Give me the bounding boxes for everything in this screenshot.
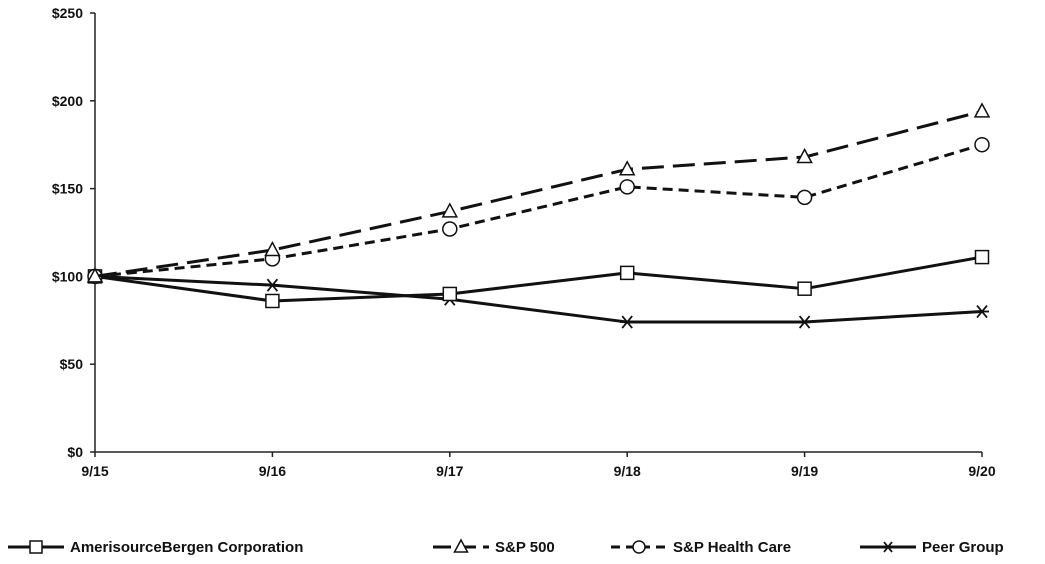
point-square: [442, 286, 458, 302]
y-tick-label: $100: [52, 268, 83, 284]
point-asterisk: [797, 315, 812, 329]
x-tick-label: 9/18: [614, 463, 641, 479]
point-asterisk-stroke: [266, 278, 279, 292]
legend-label: S&P Health Care: [673, 538, 792, 556]
point-asterisk: [975, 304, 989, 319]
y-tick-label: $250: [52, 5, 83, 21]
legend-swatch-asterisk-icon: [860, 541, 916, 553]
line-chart: $0 $50 $100 $150 $200 $250 9/15 9/16 9/17 9/18 9/1…: [52, 5, 996, 479]
point-square: [265, 293, 280, 309]
legend-item-sp-health-care: S&P Health Care: [609, 533, 791, 561]
legend-label: S&P 500: [495, 538, 555, 556]
legend-item-peer-group: Peer Group: [858, 533, 1004, 561]
point-asterisk: [620, 315, 635, 329]
point-square: [619, 265, 635, 281]
legend-label: Peer Group: [922, 538, 1004, 556]
plot-area: $0 $50 $100 $150 $200 $250 9/15 9/16 9/17 9/18 9/1…: [52, 5, 996, 479]
x-tick-label: 9/16: [259, 463, 286, 479]
series-line: [94, 143, 983, 278]
point-triangle: [264, 240, 281, 257]
y-tick-label: $200: [52, 93, 83, 109]
y-tick-label: $150: [52, 181, 83, 197]
x-tick-label: 9/15: [81, 463, 108, 479]
point-circle: [619, 179, 635, 195]
y-tick-label: $50: [60, 356, 84, 372]
series-line: [94, 109, 983, 278]
point-asterisk-stroke: [976, 304, 988, 319]
point-triangle: [973, 102, 991, 118]
x-tick-label: 9/20: [968, 463, 995, 479]
point-asterisk-stroke: [798, 315, 811, 329]
x-tick-label: 9/17: [436, 463, 463, 479]
point-triangle: [86, 267, 104, 283]
series-triangle: [86, 102, 991, 283]
x-tick-label: 9/19: [791, 463, 818, 479]
point-circle: [796, 189, 813, 206]
series-line: [94, 255, 983, 303]
legend-swatch-triangle-icon: [433, 538, 489, 553]
series-line: [94, 274, 983, 324]
series-circle: [87, 136, 990, 285]
legend-label: AmerisourceBergen Corporation: [70, 538, 304, 556]
point-circle: [974, 136, 990, 153]
point-square: [974, 249, 990, 265]
point-triangle: [441, 202, 459, 218]
series-square: [87, 249, 990, 309]
legend-swatch-circle-icon: [611, 540, 667, 554]
point-asterisk: [265, 278, 280, 292]
point-triangle: [796, 147, 813, 164]
point-square: [797, 281, 812, 296]
legend-swatch-square-icon: [8, 540, 64, 554]
point-triangle: [618, 160, 636, 176]
legend-item-sp500: S&P 500: [431, 533, 555, 561]
y-tick-label: $0: [67, 444, 83, 460]
point-asterisk-stroke: [621, 315, 633, 329]
legend: AmerisourceBergen Corporation S&P 500 S&…: [0, 533, 1045, 561]
legend-item-amerisourcebergen: AmerisourceBergen Corporation: [6, 533, 303, 561]
point-circle: [442, 221, 458, 237]
